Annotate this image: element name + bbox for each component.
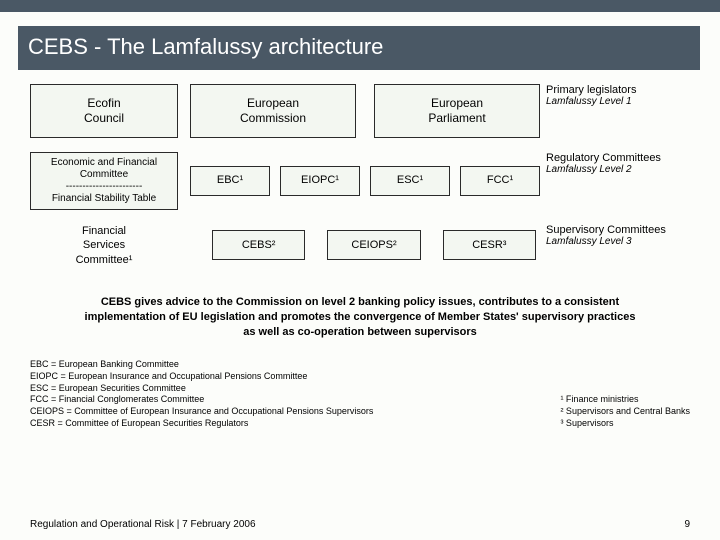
box-ec: European Commission bbox=[190, 84, 356, 138]
legend-row: EBC = European Banking Committee EIOPC =… bbox=[30, 359, 690, 429]
legend-footnotes: ¹ Finance ministries ² Supervisors and C… bbox=[560, 394, 690, 429]
box-eiopc: EIOPC¹ bbox=[280, 166, 360, 196]
box-ecofin: Ecofin Council bbox=[30, 84, 178, 138]
label-supervisory-committees: Supervisory Committees Lamfalussy Level … bbox=[540, 224, 690, 267]
box-fsc: Financial Services Committee¹ bbox=[30, 224, 178, 267]
footnote-line: ¹ Finance ministries bbox=[560, 394, 690, 406]
page-number: 9 bbox=[684, 519, 690, 530]
slide: CEBS - The Lamfalussy architecture Ecofi… bbox=[0, 0, 720, 540]
efc-label: Economic and Financial Committee bbox=[35, 157, 173, 181]
summary-text: CEBS gives advice to the Commission on l… bbox=[80, 295, 640, 340]
divider-dashes: ----------------------- bbox=[35, 181, 173, 193]
footer: Regulation and Operational Risk | 7 Febr… bbox=[30, 519, 690, 530]
footnote-line: ³ Supervisors bbox=[560, 418, 690, 430]
box-fcc: FCC¹ bbox=[460, 166, 540, 196]
label-title: Regulatory Committees bbox=[546, 152, 690, 164]
box-esc: ESC¹ bbox=[370, 166, 450, 196]
label-sub: Lamfalussy Level 3 bbox=[546, 236, 690, 247]
label-regulatory-committees: Regulatory Committees Lamfalussy Level 2 bbox=[540, 152, 690, 210]
box-ep: European Parliament bbox=[374, 84, 540, 138]
label-sub: Lamfalussy Level 1 bbox=[546, 96, 690, 107]
box-ceiops: CEIOPS² bbox=[327, 230, 420, 260]
box-cebs: CEBS² bbox=[212, 230, 305, 260]
legend-line: EBC = European Banking Committee bbox=[30, 359, 373, 371]
slide-title: CEBS - The Lamfalussy architecture bbox=[18, 26, 700, 70]
box-cesr: CESR³ bbox=[443, 230, 536, 260]
legend-line: CEIOPS = Committee of European Insurance… bbox=[30, 406, 373, 418]
legend-line: EIOPC = European Insurance and Occupatio… bbox=[30, 371, 373, 383]
fst-label: Financial Stability Table bbox=[35, 193, 173, 205]
label-title: Supervisory Committees bbox=[546, 224, 690, 236]
legend-abbrev: EBC = European Banking Committee EIOPC =… bbox=[30, 359, 373, 429]
row-primary-legislators: Ecofin Council European Commission Europ… bbox=[30, 84, 690, 138]
row-regulatory-committees: Economic and Financial Committee -------… bbox=[30, 152, 690, 210]
box-ebc: EBC¹ bbox=[190, 166, 270, 196]
footnote-line: ² Supervisors and Central Banks bbox=[560, 406, 690, 418]
label-sub: Lamfalussy Level 2 bbox=[546, 164, 690, 175]
box-efc-fst: Economic and Financial Committee -------… bbox=[30, 152, 178, 210]
legend-line: FCC = Financial Conglomerates Committee bbox=[30, 394, 373, 406]
row-supervisory-committees: Financial Services Committee¹ CEBS² CEIO… bbox=[30, 224, 690, 267]
label-primary-legislators: Primary legislators Lamfalussy Level 1 bbox=[540, 84, 690, 138]
content-area: Ecofin Council European Commission Europ… bbox=[30, 84, 690, 514]
legend-line: CESR = Committee of European Securities … bbox=[30, 418, 373, 430]
label-title: Primary legislators bbox=[546, 84, 690, 96]
footer-left: Regulation and Operational Risk | 7 Febr… bbox=[30, 519, 256, 530]
legend-line: ESC = European Securities Committee bbox=[30, 383, 373, 395]
